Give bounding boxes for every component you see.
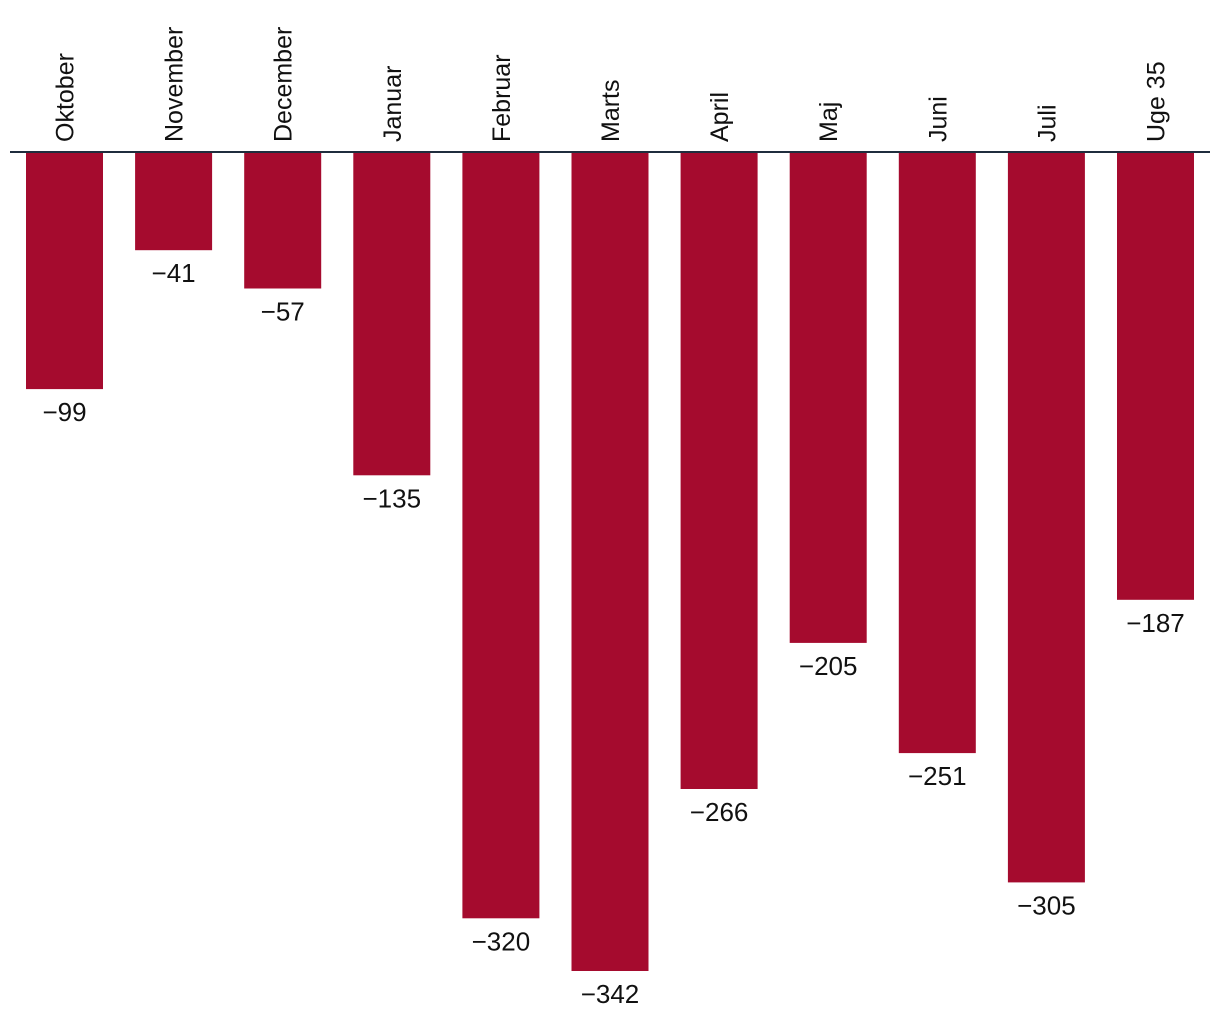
category-labels-group: Oktober November December Januar Februar Mart… bbox=[52, 27, 1171, 142]
bar-februar bbox=[462, 152, 540, 919]
category-label-november: November bbox=[161, 27, 189, 142]
category-label-januar: Januar bbox=[379, 66, 407, 142]
bar-maj bbox=[789, 152, 867, 643]
bar-januar bbox=[353, 152, 431, 476]
bar-oktober bbox=[26, 152, 103, 390]
value-labels-group: −99 −41 −57 −135 −320 −342 −266 −205 −251 −305 −18… bbox=[42, 258, 1184, 1009]
value-label-juli: −305 bbox=[1017, 890, 1076, 920]
value-label-januar: −135 bbox=[363, 483, 422, 513]
bars-group bbox=[26, 152, 1194, 971]
bar-november bbox=[135, 152, 213, 251]
category-label-februar: Februar bbox=[488, 54, 516, 142]
bar-uge-35 bbox=[1117, 152, 1194, 600]
bar-marts bbox=[571, 152, 649, 971]
category-label-juni: Juni bbox=[924, 96, 952, 142]
value-label-april: −266 bbox=[690, 797, 749, 827]
value-label-uge-35: −187 bbox=[1126, 608, 1185, 638]
value-label-juni: −251 bbox=[908, 761, 967, 791]
category-label-oktober: Oktober bbox=[52, 53, 80, 142]
category-label-december: December bbox=[270, 27, 298, 142]
value-label-marts: −342 bbox=[581, 979, 640, 1009]
category-label-april: April bbox=[706, 92, 734, 142]
category-label-marts: Marts bbox=[597, 80, 625, 143]
bar-juli bbox=[1007, 152, 1085, 883]
category-label-juli: Juli bbox=[1033, 104, 1061, 142]
value-label-februar: −320 bbox=[472, 926, 531, 956]
value-label-december: −57 bbox=[261, 297, 305, 327]
category-label-uge-35: Uge 35 bbox=[1143, 61, 1171, 142]
bar-april bbox=[680, 152, 758, 789]
value-label-oktober: −99 bbox=[42, 397, 86, 427]
value-label-maj: −205 bbox=[799, 651, 858, 681]
bar-juni bbox=[898, 152, 976, 754]
category-label-maj: Maj bbox=[815, 102, 843, 142]
bar-december bbox=[244, 152, 322, 289]
value-label-november: −41 bbox=[152, 258, 196, 288]
